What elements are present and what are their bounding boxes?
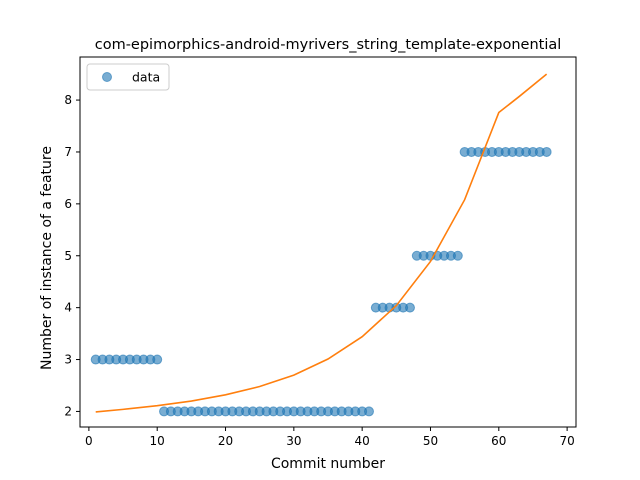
x-tick-label: 40: [355, 434, 370, 448]
x-tick-label: 0: [85, 434, 93, 448]
legend-box: [86, 63, 170, 91]
y-tick-label: 5: [64, 249, 72, 263]
y-tick-label: 6: [64, 197, 72, 211]
x-tick-label: 60: [491, 434, 506, 448]
y-tick-label: 2: [64, 404, 72, 418]
x-tick-label: 70: [559, 434, 574, 448]
data-point: [404, 302, 415, 313]
data-points: [90, 146, 552, 417]
y-axis-ticks: 2 3 4 5 6 7 8: [64, 93, 80, 418]
legend-marker: [102, 72, 112, 82]
x-axis-label: Commit number: [271, 456, 385, 472]
x-axis-ticks: 0 10 20 30 40 50 60 70: [85, 427, 575, 448]
chart-title: com-epimorphics-android-myrivers_string_…: [95, 37, 562, 53]
x-tick-label: 20: [218, 434, 233, 448]
data-point: [152, 354, 163, 365]
data-point: [452, 250, 463, 261]
y-tick-label: 4: [64, 301, 72, 315]
fit-curve: [95, 73, 548, 413]
x-tick-label: 30: [286, 434, 301, 448]
x-tick-label: 10: [150, 434, 165, 448]
plot-area: 0 10 20 30 40 50 60 70 2 3 4 5 6 7 8 data: [64, 56, 577, 448]
y-tick-label: 7: [64, 145, 72, 159]
data-point: [363, 406, 374, 417]
data-point: [541, 146, 552, 157]
y-tick-label: 3: [64, 353, 72, 367]
y-tick-label: 8: [64, 93, 72, 107]
legend: data: [86, 63, 170, 91]
x-tick-label: 50: [423, 434, 438, 448]
axes-frame: [79, 56, 577, 428]
y-axis-label: Number of instance of a feature: [39, 146, 55, 370]
legend-label: data: [132, 70, 160, 85]
